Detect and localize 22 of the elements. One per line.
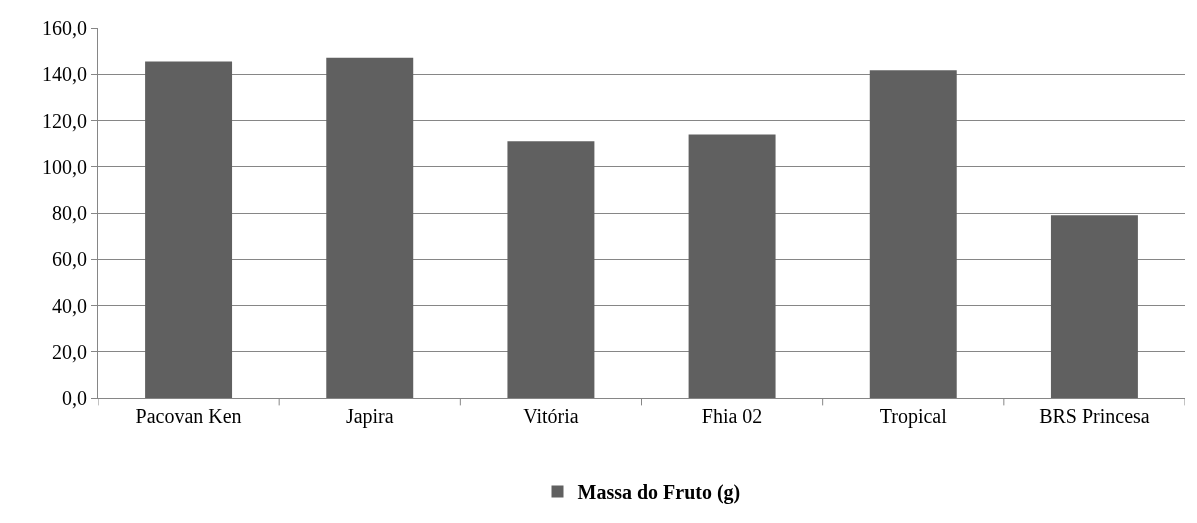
y-tick-label: 100,0	[42, 155, 87, 178]
bar	[1050, 215, 1138, 398]
x-tick-label: Fhia 02	[701, 405, 763, 427]
bar	[507, 141, 595, 398]
x-tick-label: BRS Princesa	[1039, 405, 1150, 427]
x-tick-label: Japira	[345, 405, 394, 428]
bar	[145, 61, 233, 398]
y-tick-label: 0,0	[62, 387, 87, 409]
x-tick-label: Pacovan Ken	[135, 405, 242, 427]
y-tick-label: 140,0	[42, 63, 87, 86]
bar	[688, 134, 776, 398]
x-tick-label: Vitória	[523, 405, 579, 427]
y-tick-label: 120,0	[42, 109, 87, 132]
y-tick-label: 60,0	[52, 248, 87, 271]
bar	[869, 70, 957, 398]
y-tick-label: 40,0	[52, 294, 87, 317]
x-tick-label: Tropical	[879, 405, 948, 428]
y-tick-label: 160,0	[42, 17, 87, 39]
y-tick-label: 80,0	[52, 202, 87, 224]
legend-label: Massa do Fruto (g)	[577, 481, 741, 505]
y-tick-label: 20,0	[52, 340, 87, 363]
bar	[326, 57, 414, 398]
